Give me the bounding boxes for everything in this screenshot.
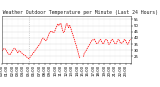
Title: Milwaukee Weather Outdoor Temperature per Minute (Last 24 Hours): Milwaukee Weather Outdoor Temperature pe… bbox=[0, 10, 158, 15]
